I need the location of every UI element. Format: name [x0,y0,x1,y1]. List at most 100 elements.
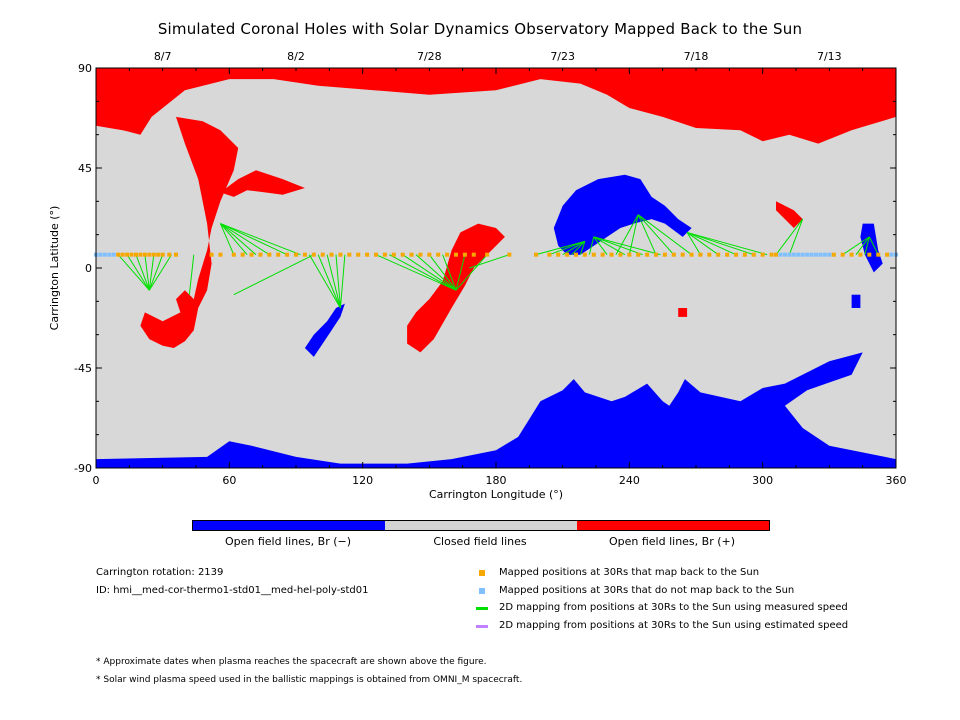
colorbar-positive-swatch [577,521,769,530]
unmapped-position-marker [805,252,810,257]
x-tick-label: 60 [222,474,236,487]
mapped-position-marker [116,252,121,257]
mapped-position-marker [547,252,552,257]
mapping-line-measured [562,240,586,256]
mapped-position-marker [609,252,614,257]
date-label: 7/23 [550,50,575,63]
mapped-position-marker [129,252,134,257]
mapped-position-marker [654,252,658,257]
mapped-position-marker [151,252,156,257]
unmapped-position-marker [102,252,107,257]
mapping-line-measured [220,223,257,256]
unmapped-position-marker [814,252,818,257]
mapped-position-marker [302,252,307,257]
mapped-position-marker [436,252,441,257]
mapped-position-marker [134,252,138,257]
date-label: 8/2 [287,50,305,63]
mapped-position-marker [285,252,290,257]
legend-estimated-line [476,625,488,628]
mapped-position-marker [671,252,676,257]
mapping-line-measured [144,254,150,291]
mapping-line-measured [593,236,643,256]
mapped-position-marker [840,252,845,257]
mapped-position-marker [698,252,703,257]
unmapped-position-marker [791,252,796,257]
chart-title: Simulated Coronal Holes with Solar Dynam… [157,20,803,38]
mapped-position-marker [338,252,343,257]
mapped-position-marker [534,252,538,257]
axes: 0 60 120 180 240 300 360 90 45 0 -45 -90 8/7 8/2 7/28 7… [48,50,907,501]
mapped-position-marker [120,252,125,257]
x-tick-label: 120 [352,474,373,487]
colorbar-closed-swatch [385,521,577,530]
mapped-position-marker [160,252,165,257]
negative-coronal-hole [860,223,883,273]
mapped-position-marker [769,252,774,257]
mapped-position-marker [125,252,130,257]
mapped-position-marker [209,252,214,257]
mapped-position-marker [734,252,738,257]
mapping-line-measured [686,232,701,255]
closed-field-region [96,68,896,468]
x-axis-label: Carrington Longitude (°) [429,488,563,501]
date-label: 7/13 [817,50,842,63]
legend-measured-line [476,607,488,610]
mapped-position-marker [565,252,570,257]
mapped-position-marker [400,252,405,257]
legend-estimated-label: 2D mapping from positions at 30Rs to the… [499,620,849,631]
colorbar-label-closed: Closed field lines [433,535,527,548]
mapping-line-measured [148,254,155,291]
mapping-line-measured [220,223,288,256]
colorbar [192,520,770,531]
mapped-position-marker [867,252,872,257]
mapped-position-marker [831,252,836,257]
mapped-position-marker [689,252,694,257]
mapped-position-marker [374,252,378,257]
legend-measured-label: 2D mapping from positions at 30Rs to the… [499,602,848,613]
mapped-position-marker [382,252,387,257]
mapped-position-marker [294,252,298,257]
mapping-line-measured [868,236,879,255]
negative-coronal-hole [304,303,345,357]
mapping-line-measured [637,214,675,255]
mapping-line-measured [615,214,639,255]
positive-coronal-hole [678,308,688,317]
mapping-line-measured [628,214,639,255]
mapped-position-marker [249,252,254,257]
mapped-position-marker [716,252,721,257]
plot-frame [95,67,897,469]
mapped-position-marker [138,252,143,257]
y-tick-label: 0 [85,262,92,275]
mapped-position-marker [356,252,361,257]
mapped-position-marker [391,252,396,257]
mapping-line-measured [220,223,248,255]
mapped-position-marker [147,252,152,257]
colorbar-label-positive: Open field lines, Br (+) [608,535,736,548]
note-dates: * Approximate dates when plasma reaches … [96,657,487,667]
mapping-line-measured [855,236,870,255]
mapping-line-measured [442,254,457,291]
mapped-position-marker [645,252,650,257]
y-tick-label: 45 [78,162,92,175]
mapping-line-measured [339,254,346,309]
mapping-line-measured [469,254,510,269]
legend-mapped-label: Mapped positions at 30Rs that map back t… [499,567,760,578]
carrington-rotation: Carrington rotation: 2139 [96,567,224,578]
mapping-line-measured [455,254,466,291]
mapped-position-marker [725,252,730,257]
positive-coronal-hole [220,170,305,197]
mapped-position-marker [742,252,747,257]
mapped-position-marker [240,252,245,257]
mapped-position-marker [418,252,423,257]
mapped-position-marker [556,252,561,257]
date-label: 7/28 [417,50,442,63]
legend-not-mapped-label: Mapped positions at 30Rs that do not map… [499,585,795,596]
negative-coronal-hole [96,352,896,468]
mapped-position-marker [365,252,370,257]
mapping-line-measured [686,231,768,256]
mapped-position-marker [858,252,863,257]
unmapped-position-marker [787,252,792,257]
date-label: 7/18 [684,50,709,63]
unmapped-position-marker [94,252,98,257]
mapping-line-measured [637,214,692,256]
